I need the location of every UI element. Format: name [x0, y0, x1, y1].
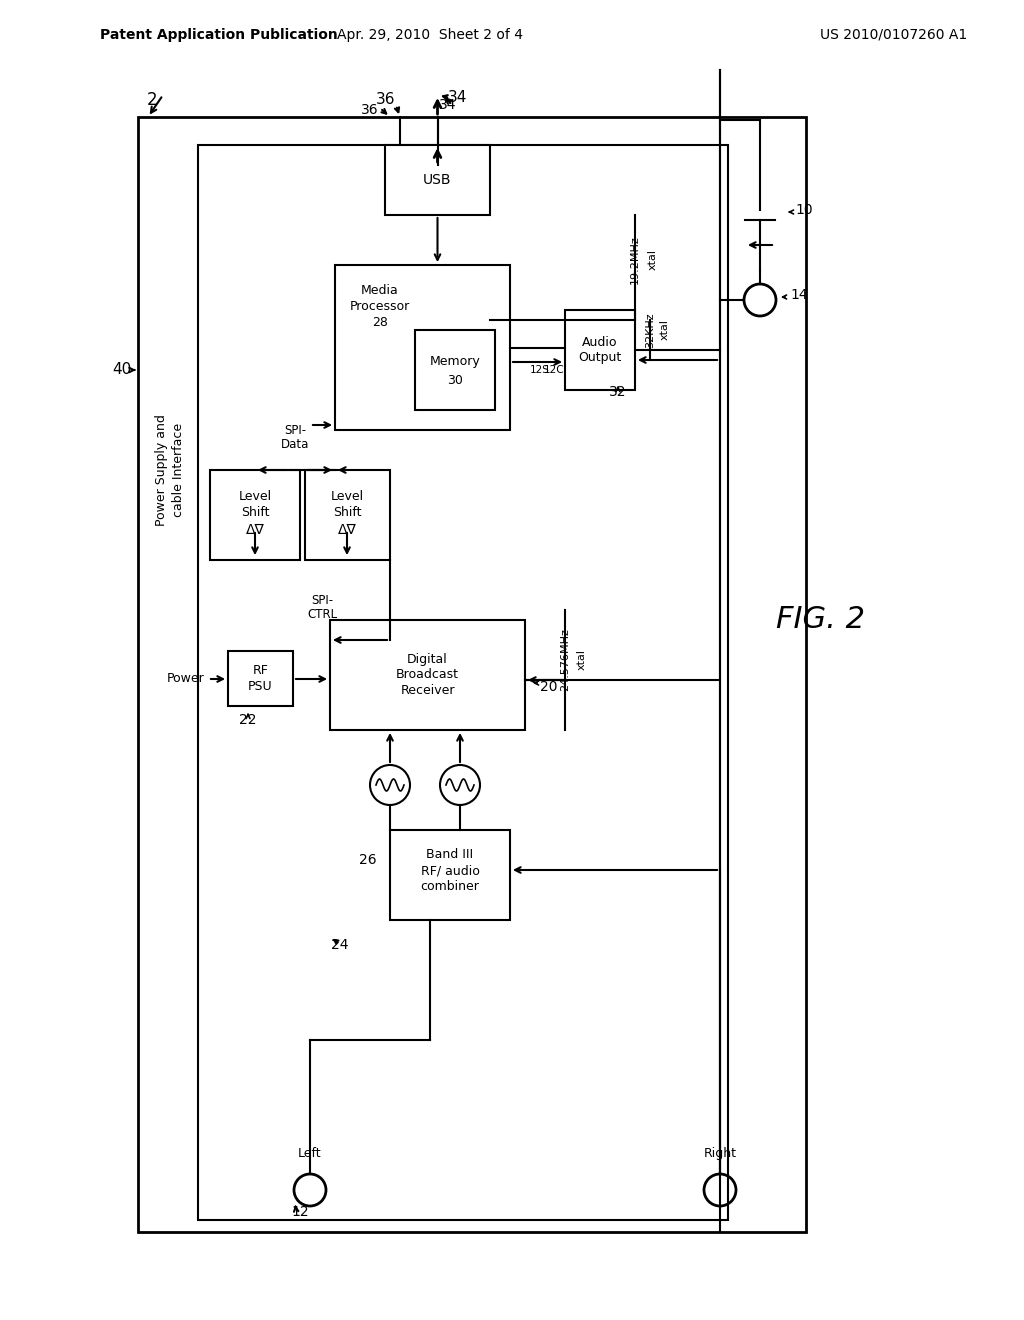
Text: 32KHz: 32KHz: [645, 313, 655, 347]
Text: Δ∇: Δ∇: [338, 523, 357, 537]
Text: 36: 36: [376, 92, 395, 107]
Text: SPI-: SPI-: [284, 424, 306, 437]
Text: Data: Data: [281, 438, 309, 451]
Bar: [138, 117, 806, 1232]
Text: 30: 30: [447, 374, 463, 387]
Text: xtal: xtal: [660, 319, 670, 341]
Text: Level: Level: [331, 491, 365, 503]
Text: 22: 22: [240, 713, 257, 727]
Text: 32: 32: [609, 385, 627, 399]
Text: 24.576MHz: 24.576MHz: [560, 628, 570, 692]
Bar: [305, 470, 390, 560]
Bar: [198, 145, 728, 1220]
Bar: [415, 330, 495, 411]
Text: Receiver: Receiver: [400, 684, 455, 697]
Bar: [335, 265, 510, 430]
Text: 40: 40: [113, 363, 132, 378]
Text: Level: Level: [239, 491, 271, 503]
Text: 34: 34: [449, 91, 467, 106]
Text: Left: Left: [298, 1147, 322, 1160]
Text: 19.2MHz: 19.2MHz: [630, 236, 640, 284]
Text: Shift: Shift: [333, 506, 361, 519]
Text: Audio: Audio: [583, 335, 617, 348]
Text: 12: 12: [291, 1205, 309, 1218]
Text: Shift: Shift: [241, 506, 269, 519]
Text: 36: 36: [361, 103, 379, 117]
Text: RF/ audio: RF/ audio: [421, 865, 479, 878]
Text: Right: Right: [703, 1147, 736, 1160]
Text: Processor: Processor: [350, 301, 411, 314]
Text: US 2010/0107260 A1: US 2010/0107260 A1: [820, 28, 968, 42]
Bar: [228, 651, 293, 706]
Text: 34: 34: [438, 98, 457, 112]
Text: 10: 10: [795, 203, 813, 216]
Text: 14: 14: [790, 288, 808, 302]
Text: Power Supply and
cable Interface: Power Supply and cable Interface: [155, 414, 185, 525]
Text: 28: 28: [372, 317, 388, 330]
Text: Output: Output: [579, 351, 622, 364]
Bar: [385, 145, 490, 215]
Text: Media: Media: [361, 284, 399, 297]
Text: USB: USB: [423, 173, 452, 187]
Text: RF: RF: [253, 664, 268, 677]
Text: combiner: combiner: [421, 880, 479, 894]
Text: PSU: PSU: [248, 680, 272, 693]
Bar: [390, 830, 510, 920]
Text: Δ∇: Δ∇: [246, 523, 264, 537]
Bar: [210, 470, 300, 560]
Text: 20: 20: [540, 680, 557, 694]
Text: Power: Power: [167, 672, 205, 685]
Text: CTRL: CTRL: [307, 609, 337, 622]
Text: 26: 26: [359, 853, 377, 867]
Text: Apr. 29, 2010  Sheet 2 of 4: Apr. 29, 2010 Sheet 2 of 4: [337, 28, 523, 42]
Text: Digital: Digital: [408, 653, 447, 667]
Text: Memory: Memory: [430, 355, 480, 368]
Bar: [565, 310, 635, 389]
Text: Patent Application Publication: Patent Application Publication: [100, 28, 338, 42]
Text: 2: 2: [146, 91, 158, 110]
Text: FIG. 2: FIG. 2: [775, 606, 864, 635]
Text: xtal: xtal: [648, 249, 658, 271]
Text: Band III: Band III: [426, 849, 473, 862]
Text: Broadcast: Broadcast: [396, 668, 459, 681]
Text: 12S: 12S: [530, 366, 550, 375]
Text: 24: 24: [331, 939, 349, 952]
Bar: [330, 620, 525, 730]
Text: 12C: 12C: [544, 366, 564, 375]
Text: xtal: xtal: [577, 649, 587, 671]
Text: SPI-: SPI-: [311, 594, 333, 606]
